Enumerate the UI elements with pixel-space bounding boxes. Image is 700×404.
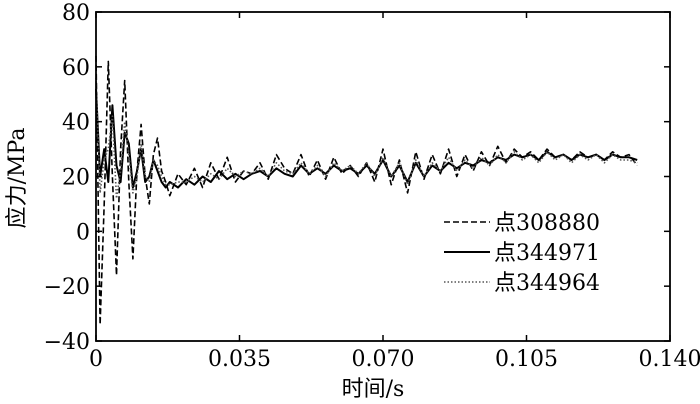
legend: 点308880 点344971 点344964 <box>444 211 600 296</box>
x-tick-label: 0.070 <box>352 347 415 372</box>
axis-ticks <box>95 11 671 342</box>
legend-label-2: 点344971 <box>494 241 600 266</box>
series-line-3 <box>95 77 638 200</box>
x-tick-labels: 0 0.035 0.070 0.105 0.140 <box>89 347 700 372</box>
x-tick-label: 0.140 <box>639 347 700 372</box>
y-tick-label: 0 <box>76 220 90 245</box>
y-tick-label: 80 <box>62 1 90 26</box>
legend-label-3: 点344964 <box>494 271 600 296</box>
legend-label-1: 点308880 <box>494 211 600 236</box>
x-tick-label: 0.035 <box>208 347 271 372</box>
x-tick-label: 0.105 <box>495 347 558 372</box>
x-tick-label: 0 <box>89 347 103 372</box>
y-tick-labels: −40 −20 0 20 40 60 80 <box>44 1 90 355</box>
y-axis-title: 应力/MPa <box>5 128 30 229</box>
y-tick-label: 60 <box>62 56 90 81</box>
x-axis-title: 时间/s <box>342 377 405 402</box>
y-tick-label: 40 <box>62 111 90 136</box>
series-lines <box>95 55 638 326</box>
plot-area <box>95 11 671 342</box>
series-line-2 <box>95 88 638 189</box>
y-tick-label: −20 <box>44 275 90 300</box>
y-tick-label: −40 <box>44 330 90 355</box>
y-tick-label: 20 <box>62 166 90 191</box>
